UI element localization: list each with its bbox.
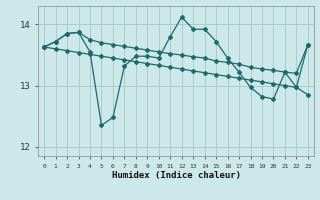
X-axis label: Humidex (Indice chaleur): Humidex (Indice chaleur): [111, 171, 241, 180]
